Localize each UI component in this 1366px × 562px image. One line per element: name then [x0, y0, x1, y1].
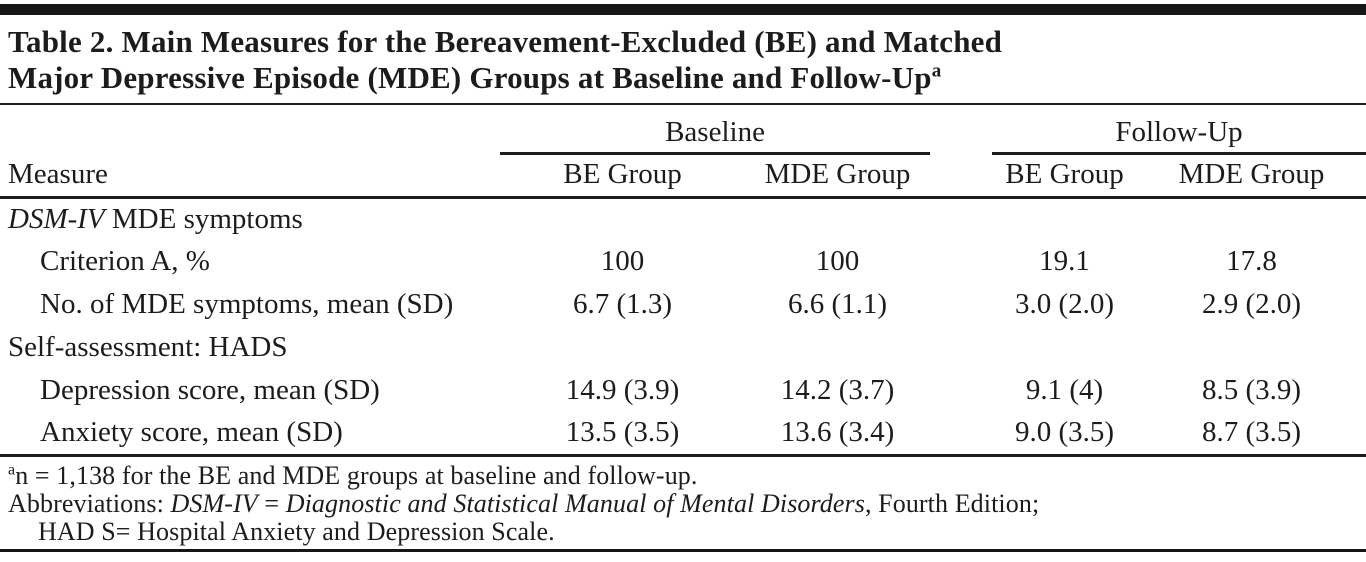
cell-value: 13.5 (3.5) — [565, 416, 680, 449]
row-label-rest: MDE symptoms — [104, 202, 303, 235]
table-row-anxiety-score: Anxiety score, mean (SD) 13.5 (3.5) 13.6… — [0, 412, 1366, 455]
gap-cell — [930, 369, 992, 412]
journal-table-page: Table 2. Main Measures for the Bereaveme… — [0, 4, 1366, 562]
title-footnote-marker: a — [931, 60, 942, 82]
cell-value — [1137, 326, 1366, 369]
gap-cell — [930, 197, 992, 240]
column-header-baseline-be: BE Group — [500, 153, 745, 199]
column-header-followup-mde: MDE Group — [1137, 153, 1366, 199]
row-label-italic: DSM-IV — [8, 202, 105, 235]
gap-cell — [930, 283, 992, 326]
column-header-measure: Measure — [0, 153, 500, 199]
top-rule-bar — [0, 4, 1366, 15]
gap-cell — [930, 240, 992, 283]
cell-value — [1137, 197, 1366, 240]
table-row-depression-score: Depression score, mean (SD) 14.9 (3.9) 1… — [0, 369, 1366, 412]
cell-value: 6.7 (1.3) — [572, 288, 673, 320]
abbreviation-dsm: DSM-IV — [170, 488, 258, 518]
table-row-mde-symptoms: No. of MDE symptoms, mean (SD) 6.7 (1.3)… — [0, 283, 1366, 326]
row-label: Self-assessment: HADS — [8, 331, 288, 363]
cell-value — [745, 197, 930, 240]
cell-value — [992, 197, 1137, 240]
abbreviations-prefix: Abbreviations: — [8, 488, 171, 518]
gap-cell — [930, 412, 992, 455]
group-header-followup: Follow-Up — [992, 104, 1366, 155]
table-row-hads-section: Self-assessment: HADS — [0, 326, 1366, 369]
abbreviation-edition: , Fourth Edition; — [864, 488, 1040, 518]
row-label: Criterion A, % — [40, 245, 210, 277]
cell-value: 100 — [600, 245, 645, 277]
table-title-line2: Major Depressive Episode (MDE) Groups at… — [8, 60, 932, 95]
cell-value: 8.5 (3.9) — [1201, 374, 1302, 406]
cell-value: 2.9 (2.0) — [1201, 288, 1302, 320]
cell-value: 9.1 (4) — [1025, 374, 1104, 406]
footnote-marker: a — [8, 460, 16, 478]
group-gap-cell — [930, 104, 992, 153]
footnote-abbreviations: Abbreviations: DSM-IV = Diagnostic and S… — [8, 488, 1356, 518]
table-row-criterion-a: Criterion A, % 100 100 19.1 17.8 — [0, 240, 1366, 283]
cell-value: 8.7 (3.5) — [1201, 416, 1302, 449]
table-title-line1: Table 2. Main Measures for the Bereaveme… — [8, 24, 1003, 59]
cell-value: 3.0 (2.0) — [1014, 288, 1115, 320]
column-header-followup-be: BE Group — [992, 153, 1138, 199]
row-label: No. of MDE symptoms, mean (SD) — [40, 288, 454, 320]
table-title: Table 2. Main Measures for the Bereaveme… — [0, 15, 1366, 103]
cell-value: 100 — [815, 245, 860, 277]
abbreviation-dsm-full: Diagnostic and Statistical Manual of Men… — [285, 488, 865, 518]
column-header-gap-cell — [930, 153, 993, 199]
cell-value — [500, 326, 745, 369]
gap-cell — [930, 326, 992, 369]
spanner-empty-cell — [0, 104, 500, 153]
footnote-sample-size: an = 1,138 for the BE and MDE groups at … — [8, 460, 1356, 490]
column-header-baseline-mde: MDE Group — [745, 153, 931, 199]
group-header-row: Baseline Follow-Up — [0, 104, 1366, 155]
column-header-row: Measure BE Group MDE Group BE Group MDE … — [0, 153, 1366, 199]
cell-value: 13.6 (3.4) — [780, 416, 895, 449]
cell-value — [500, 197, 745, 240]
footnote-abbreviations-continued: HAD S= Hospital Anxiety and Depression S… — [38, 516, 555, 546]
group-header-baseline: Baseline — [500, 104, 931, 155]
footnote-sample-size-text: n = 1,138 for the BE and MDE groups at b… — [15, 460, 698, 490]
table-row-dsm-section: DSM-IV MDE symptoms — [0, 197, 1366, 240]
row-label: Depression score, mean (SD) — [40, 374, 380, 406]
row-label: Anxiety score, mean (SD) — [40, 416, 343, 449]
abbreviation-equals: = — [257, 488, 286, 518]
cell-value — [745, 326, 930, 369]
cell-value: 14.9 (3.9) — [565, 374, 680, 406]
cell-value: 14.2 (3.7) — [780, 374, 895, 406]
table-footnotes: an = 1,138 for the BE and MDE groups at … — [0, 457, 1366, 546]
measures-table: Baseline Follow-Up Measure BE Group MDE … — [0, 103, 1366, 457]
cell-value — [992, 326, 1137, 369]
bottom-rule-bar — [0, 548, 1366, 552]
cell-value: 6.6 (1.1) — [787, 288, 888, 320]
cell-value: 17.8 — [1226, 245, 1277, 277]
cell-value: 19.1 — [1039, 245, 1090, 277]
cell-value: 9.0 (3.5) — [1014, 416, 1115, 449]
row-label: DSM-IV MDE symptoms — [0, 197, 500, 240]
